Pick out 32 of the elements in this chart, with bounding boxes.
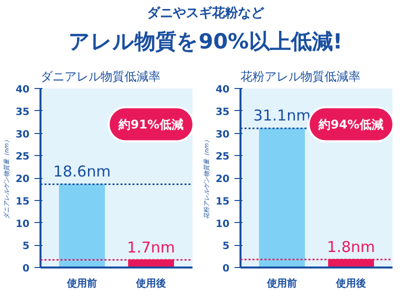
y-tick-label: 20	[16, 174, 30, 185]
x-tick-label: 使用前	[66, 278, 97, 290]
y-tick-label: 30	[216, 129, 230, 140]
y-tick-label: 35	[16, 106, 30, 118]
y-tick-label: 25	[16, 152, 30, 163]
y-tick-label: 5	[222, 241, 230, 252]
y-tick-label: 0	[222, 264, 230, 274]
y-tick-label: 10	[16, 218, 30, 230]
text: ダニやスギ花粉など	[147, 6, 265, 21]
chart-title: 花粉アレル物質低減率	[240, 70, 360, 84]
y-tick-label: 40	[216, 84, 230, 96]
y-tick-label: 5	[22, 241, 30, 252]
y-tick-label: 15	[16, 196, 30, 208]
y-tick-label: 15	[216, 196, 230, 208]
x-tick-label: 使用後	[335, 278, 366, 290]
y-tick-label: 35	[216, 106, 230, 118]
chart-title: ダニアレル物質低減率	[40, 70, 160, 84]
annotation: 約91%低減	[118, 117, 184, 132]
y-tick-label: 40	[16, 84, 30, 96]
data-label: 18.6nm	[53, 162, 111, 181]
x-tick-label: 使用前	[266, 278, 297, 290]
y-tick-label: 25	[216, 152, 230, 163]
y-tick-label: 20	[216, 174, 230, 185]
data-label: 1.7nm	[127, 238, 176, 256]
y-tick-label: 0	[22, 264, 30, 274]
data-label: 1.8nm	[327, 238, 376, 256]
annotation: 約94%低減	[318, 117, 384, 132]
y-tick-label: 10	[216, 218, 230, 230]
x-tick-label: 使用後	[135, 278, 166, 290]
text: アレル物質を90%以上低減!	[68, 30, 342, 54]
data-label: 31.1nm	[253, 106, 311, 125]
y-tick-label: 30	[16, 129, 30, 140]
